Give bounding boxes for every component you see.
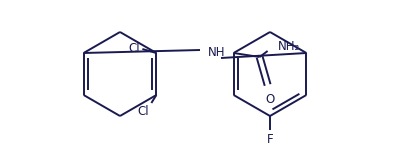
- Text: O: O: [265, 93, 274, 106]
- Text: F: F: [267, 133, 273, 146]
- Text: Cl: Cl: [129, 42, 140, 56]
- Text: Cl: Cl: [138, 105, 149, 117]
- Text: NH₂: NH₂: [278, 40, 300, 54]
- Text: NH: NH: [208, 45, 225, 58]
